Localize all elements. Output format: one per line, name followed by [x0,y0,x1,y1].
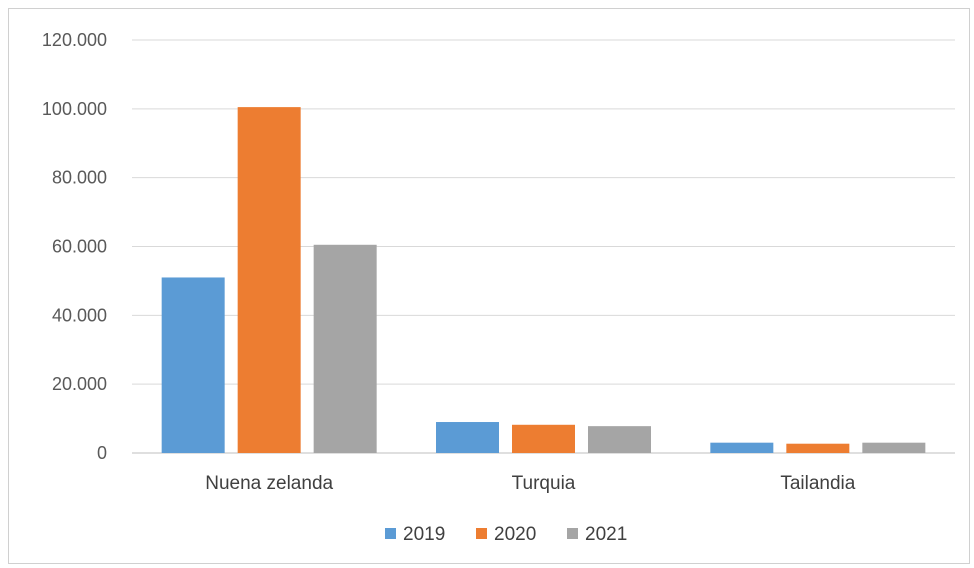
y-tick-label: 0 [97,443,107,463]
x-category-label: Turquia [512,473,576,494]
legend-label-2021: 2021 [585,524,627,545]
bar-2019-turquia [436,422,499,453]
bar-2020-nuena-zelanda [238,107,301,453]
bar-2019-nuena-zelanda [162,277,225,453]
bar-2019-tailandia [710,443,773,453]
y-tick-label: 100.000 [42,99,107,119]
bars [162,107,926,453]
legend-swatch-2019 [385,528,396,539]
y-tick-label: 120.000 [42,30,107,50]
y-tick-label: 80.000 [52,168,107,188]
x-category-label: Nuena zelanda [205,473,333,494]
bar-2021-nuena-zelanda [314,245,377,453]
x-axis-categories: Nuena zelanda Turquia Tailandia [205,473,856,494]
legend-label-2020: 2020 [494,524,536,545]
bar-2020-turquia [512,425,575,453]
legend-label-2019: 2019 [403,524,445,545]
y-tick-label: 40.000 [52,305,107,325]
bar-2021-turquia [588,426,651,453]
legend-swatch-2021 [567,528,578,539]
x-category-label: Tailandia [780,473,855,494]
legend-swatch-2020 [476,528,487,539]
y-axis-ticks: 0 20.000 40.000 60.000 80.000 100.000 120.000 [42,30,107,463]
bar-2020-tailandia [786,444,849,453]
bar-2021-tailandia [862,443,925,453]
y-tick-label: 20.000 [52,374,107,394]
legend: 2019 2020 2021 [385,524,627,545]
y-tick-label: 60.000 [52,237,107,257]
